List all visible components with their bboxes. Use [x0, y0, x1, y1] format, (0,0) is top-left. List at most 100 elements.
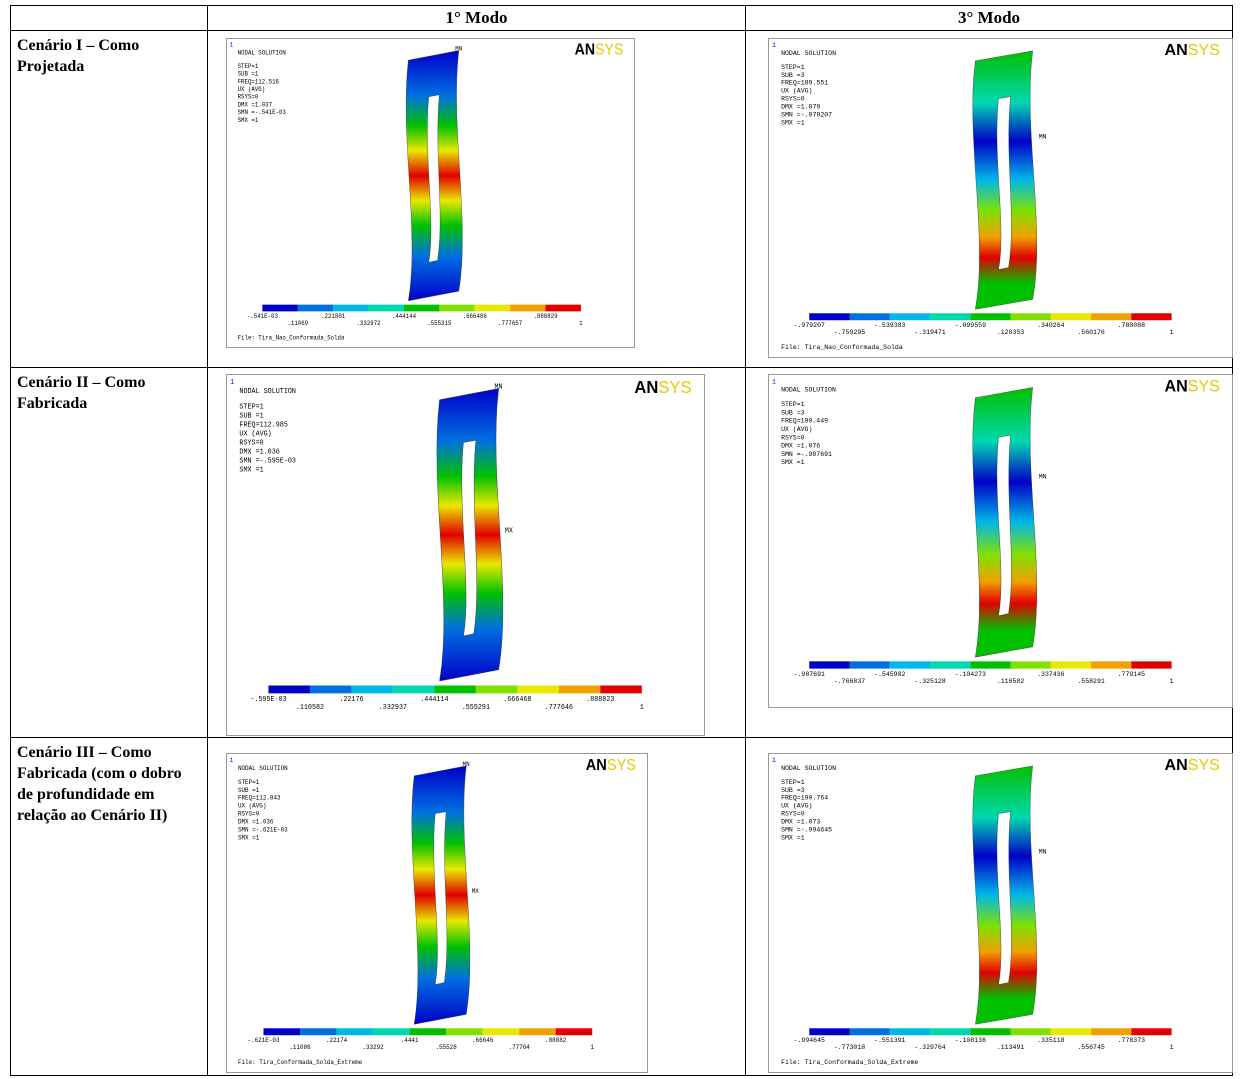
solution-line: UX (AVG)	[238, 802, 266, 809]
column-header: 3° Modo	[746, 6, 1233, 31]
plot-index: 1	[230, 757, 234, 764]
solution-line: SUB =3	[781, 408, 805, 416]
legend-label: .777646	[545, 704, 573, 712]
solution-line: UX (AVG)	[239, 431, 271, 439]
legend-label: .555291	[462, 704, 490, 712]
plot-index: 1	[772, 757, 776, 764]
legend-label: -.108136	[955, 1037, 987, 1044]
legend-swatch	[809, 661, 849, 668]
legend-label: .110582	[296, 704, 324, 712]
legend-label: .55528	[435, 1044, 457, 1051]
legend-label: -.539383	[874, 322, 906, 329]
legend-swatch	[1091, 1028, 1131, 1035]
legend-swatch	[519, 1028, 556, 1035]
legend-label: .444114	[420, 696, 448, 704]
solution-line: UX (AVG)	[781, 803, 812, 810]
legend-label: .113491	[997, 1044, 1025, 1051]
legend-swatch	[434, 686, 475, 694]
legend-swatch	[476, 686, 517, 694]
legend-label: .332972	[356, 320, 381, 327]
plot-index: 1	[772, 377, 776, 385]
legend-swatch	[1011, 313, 1051, 320]
solution-line: RSYS=0	[239, 440, 263, 448]
legend-label: -.621E-03	[248, 1037, 280, 1044]
legend-swatch	[1131, 661, 1171, 668]
solution-line: FREQ=190.764	[781, 795, 828, 802]
deformed-strip	[973, 51, 1037, 309]
column-header: 1° Modo	[208, 6, 746, 31]
solution-line: FREQ=112.985	[239, 422, 287, 430]
legend-swatch	[1091, 661, 1131, 668]
legend-label: .888823	[586, 696, 614, 704]
extreme-marker: MN	[1039, 473, 1047, 481]
solution-line: FREQ=189.551	[781, 80, 828, 87]
legend-label: .780088	[1118, 322, 1146, 329]
legend-swatch	[446, 1028, 483, 1035]
deformed-strip	[973, 766, 1037, 1024]
solution-line: SUB =3	[781, 787, 805, 794]
solution-line: SUB =1	[238, 70, 259, 77]
ansys-logo: ANSYS	[1164, 42, 1219, 59]
extreme-marker: MN	[1039, 133, 1047, 140]
plot-index: 1	[772, 42, 776, 49]
legend-label: .888829	[533, 313, 558, 320]
legend-label: -.099559	[955, 322, 987, 329]
legend-label: .33292	[362, 1044, 384, 1051]
legend-label: -.329764	[914, 1044, 946, 1051]
solution-line: SMX =1	[781, 834, 805, 841]
solution-line: SMX =1	[238, 834, 260, 841]
solution-line: STEP=1	[781, 779, 805, 786]
solution-line: RSYS=0	[781, 96, 805, 103]
legend-label: -.979207	[794, 322, 826, 329]
solution-line: STEP=1	[781, 400, 805, 408]
solution-line: STEP=1	[238, 63, 259, 70]
legend-swatch	[850, 661, 890, 668]
file-name: File: Tira_Conformada_Solda_Extreme	[238, 1059, 363, 1066]
page: 1° Modo 3° Modo Cenário I – Como Projeta…	[0, 0, 1241, 1079]
deformed-strip	[406, 51, 462, 301]
legend-swatch	[1131, 1028, 1171, 1035]
legend-label: .556745	[1077, 1044, 1105, 1051]
legend-label: 1	[579, 320, 583, 327]
legend-label: -.773018	[834, 1044, 866, 1051]
ansys-logo: ANSYS	[586, 756, 636, 774]
legend-swatch	[600, 686, 641, 694]
solution-line: UX (AVG)	[238, 86, 266, 93]
solution-line: SMN =-.621E-03	[238, 826, 288, 833]
solution-line: SMX =1	[239, 467, 263, 475]
solution-line: SMN =-.994645	[781, 827, 832, 834]
solution-line: FREQ=190.449	[781, 417, 828, 425]
legend-label: -.759295	[834, 329, 866, 336]
extreme-marker: MN	[463, 761, 470, 768]
logo-part: SYS	[1188, 757, 1220, 774]
solution-line: SUB =3	[781, 72, 805, 79]
solution-line: SMN =-.979207	[781, 112, 832, 119]
extreme-marker: MN	[455, 45, 462, 52]
legend-swatch	[970, 1028, 1010, 1035]
solution-line: SMN =-.987691	[781, 450, 832, 458]
solution-line: DMX =1.036	[238, 818, 274, 825]
legend-label: -.551391	[874, 1037, 906, 1044]
legend-label: 1	[1170, 329, 1174, 336]
solution-line: SUB =1	[238, 787, 260, 794]
legend-swatch	[262, 305, 297, 312]
legend-swatch	[300, 1028, 337, 1035]
solution-line: DMX =1.079	[781, 104, 820, 111]
legend-swatch	[333, 305, 368, 312]
legend-label: -.541E-03	[247, 313, 278, 320]
logo-part: AN	[575, 42, 595, 59]
legend-label: .337436	[1037, 670, 1064, 678]
deformed-strip	[412, 766, 470, 1024]
plot-title: NODAL SOLUTION	[781, 386, 836, 394]
legend-label: .22176	[339, 696, 363, 704]
legend-swatch	[510, 305, 545, 312]
